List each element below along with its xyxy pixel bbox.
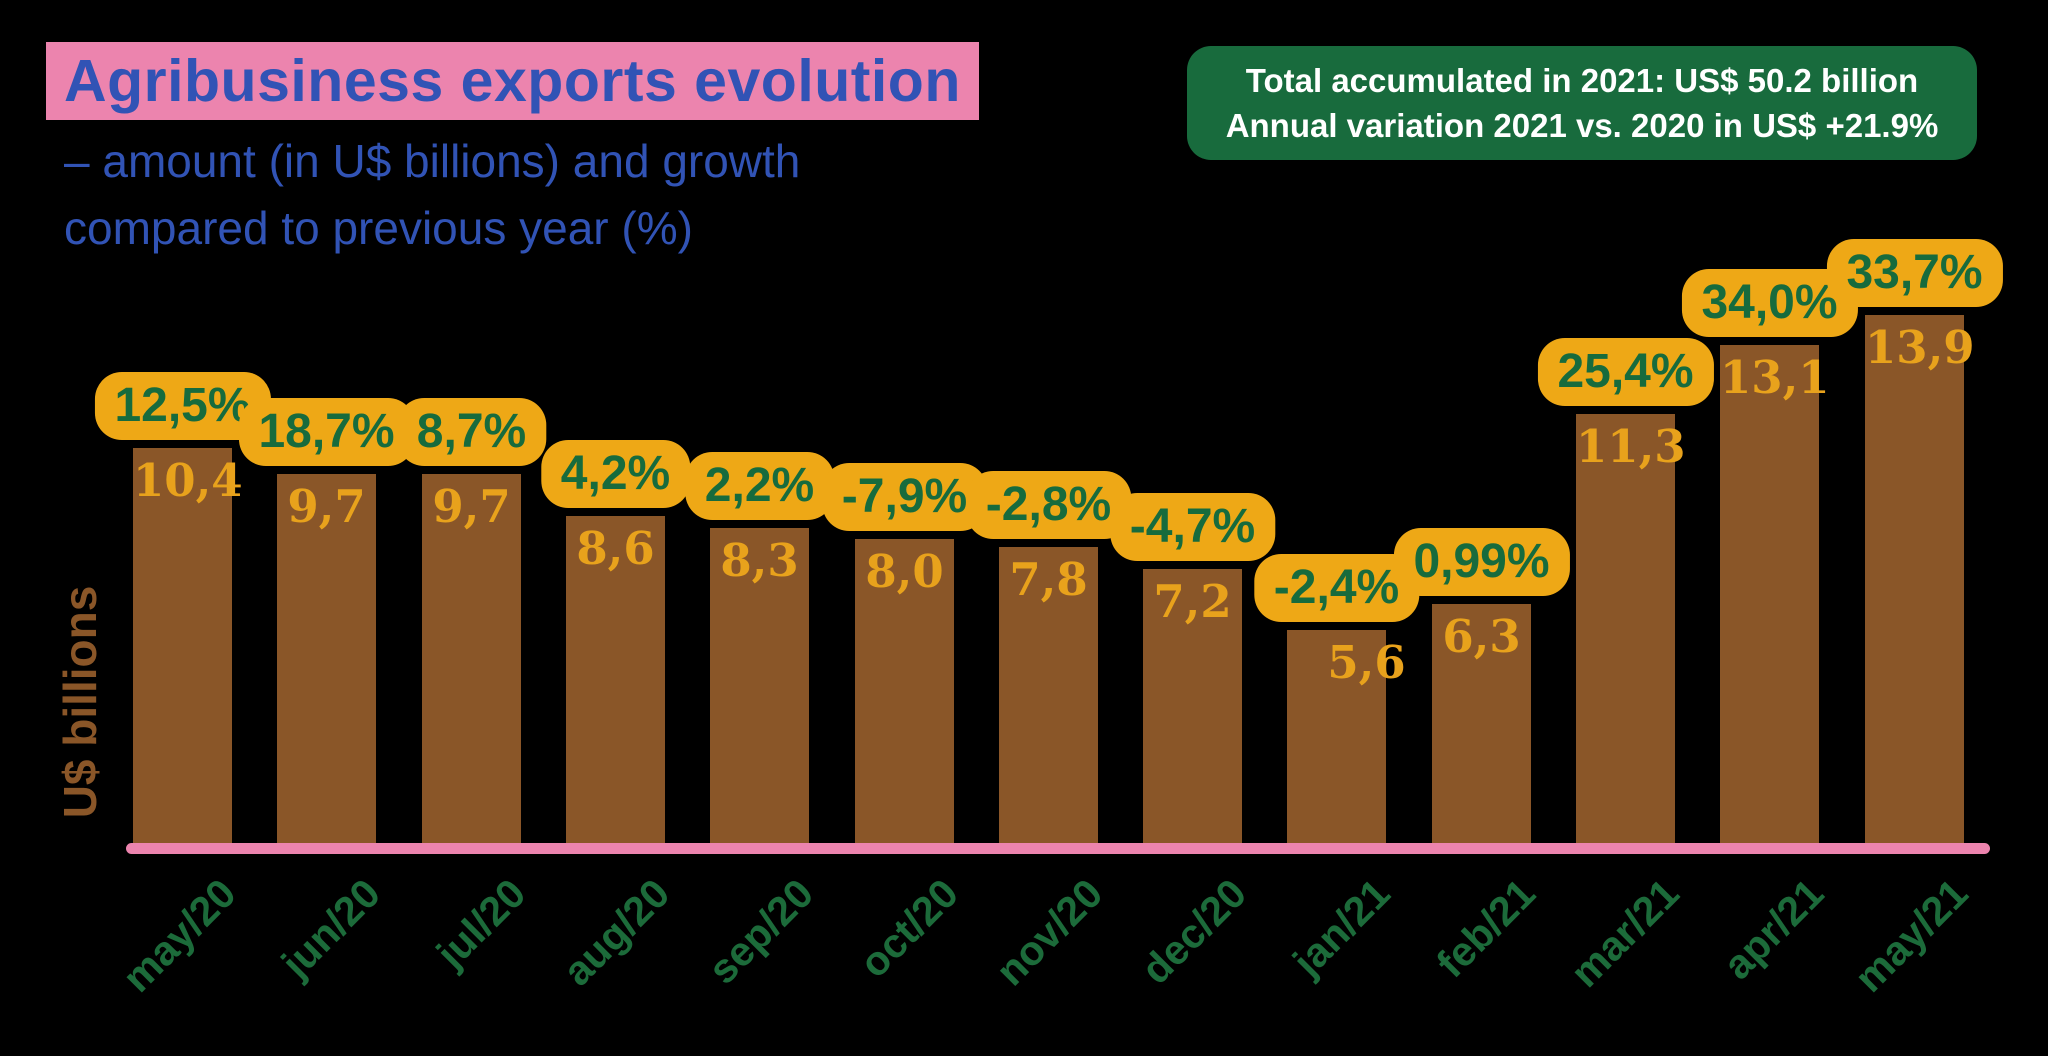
bar-sep/20: 8,3 [710,528,809,843]
x-axis-label: may/20 [114,870,246,1001]
bar-mar/21: 11,3 [1576,414,1686,843]
bar-jan/21: 5,6 [1287,630,1406,843]
growth-badge: 8,7% [396,398,547,466]
bar-value-label: 6,3 [1442,610,1521,663]
growth-badge: -2,4% [1253,554,1420,622]
summary-total-line: Total accumulated in 2021: US$ 50.2 bill… [1245,62,1919,99]
bar-value-label: 9,7 [432,480,511,533]
x-axis-label: sep/20 [699,870,823,993]
x-axis-line [126,843,1990,854]
growth-badge: 18,7% [238,398,415,466]
growth-badge: 34,0% [1681,269,1858,337]
x-axis-label: nov/20 [986,870,1112,995]
growth-badge: 12,5% [94,372,271,440]
bar-jul/20: 9,7 [422,474,521,843]
x-axis-label: jul/20 [427,870,535,977]
bar-value-label: 11,3 [1576,420,1686,473]
page-subtitle: – amount (in U$ billions) and growth com… [64,128,800,262]
bar-value-label: 5,6 [1327,636,1406,689]
bar-value-label: 10,4 [133,454,243,507]
x-axis-label: jan/21 [1284,870,1400,985]
bar-dec/20: 7,2 [1143,569,1242,843]
bar-value-label: 8,3 [720,534,799,587]
bar-aug/20: 8,6 [566,516,665,843]
x-axis-label: mar/21 [1562,870,1689,997]
growth-badge: -4,7% [1109,493,1276,561]
bar-value-label: 7,2 [1153,575,1232,628]
summary-variation-line: Annual variation 2021 vs. 2020 in US$ +2… [1225,107,1939,144]
bar-nov/20: 7,8 [999,547,1098,843]
growth-badge: 4,2% [540,440,691,508]
bar-oct/20: 8,0 [855,539,954,843]
subtitle-line-2: compared to previous year (%) [64,202,693,254]
x-axis-label: aug/20 [553,870,679,995]
bar-value-label: 13,1 [1720,351,1830,404]
bar-value-label: 7,8 [1009,553,1088,606]
bar-value-label: 8,0 [865,545,944,598]
bar-value-label: 9,7 [287,480,366,533]
x-axis-label: apr/21 [1714,870,1833,988]
growth-badge: 2,2% [684,452,835,520]
x-axis-label: feb/21 [1427,870,1545,987]
bar-jun/20: 9,7 [277,474,376,843]
growth-badge: 25,4% [1537,338,1714,406]
subtitle-line-1: – amount (in U$ billions) and growth [64,135,801,187]
growth-badge: -2,8% [965,471,1132,539]
growth-badge: -7,9% [821,463,988,531]
bar-value-label: 8,6 [576,522,655,575]
growth-badge: 0,99% [1393,528,1570,596]
bar-apr/21: 13,1 [1720,345,1830,843]
x-axis-label: oct/20 [850,870,968,987]
summary-box: Total accumulated in 2021: US$ 50.2 bill… [1187,46,1977,160]
bar-may/21: 13,9 [1865,315,1975,843]
x-axis-label: jun/20 [272,870,390,987]
bar-may/20: 10,4 [133,448,243,843]
x-axis-label: may/21 [1846,870,1978,1001]
bar-value-label: 13,9 [1865,321,1975,374]
bar-feb/21: 6,3 [1432,604,1531,843]
x-axis-label: dec/20 [1132,870,1256,993]
page-title: Agribusiness exports evolution [46,42,979,120]
growth-badge: 33,7% [1826,239,2003,307]
